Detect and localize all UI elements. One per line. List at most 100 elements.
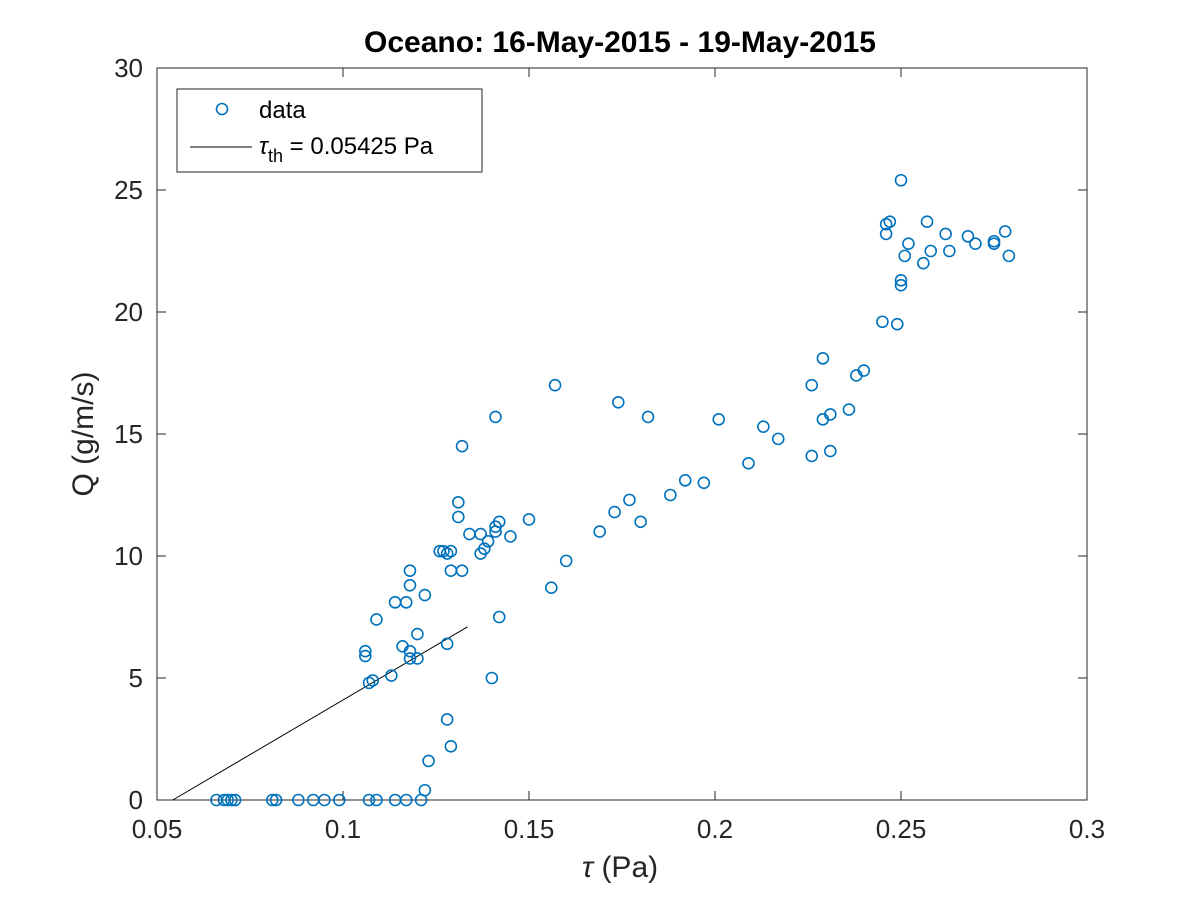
y-axis: 0 5 10 15 20 25 30 bbox=[114, 53, 1087, 815]
y-tick-label: 10 bbox=[114, 541, 143, 571]
data-point bbox=[359, 644, 372, 658]
x-tick-label: 0.15 bbox=[504, 814, 555, 844]
data-point bbox=[359, 649, 372, 663]
y-tick-label: 20 bbox=[114, 297, 143, 327]
data-point bbox=[489, 410, 502, 424]
data-point bbox=[444, 544, 458, 558]
data-point bbox=[422, 754, 435, 768]
data-point bbox=[403, 652, 417, 665]
data-point bbox=[366, 674, 380, 687]
data-point bbox=[924, 244, 938, 258]
data-point bbox=[411, 652, 424, 665]
threshold-line-series bbox=[172, 626, 468, 801]
data-point bbox=[857, 364, 871, 377]
data-point bbox=[805, 449, 819, 463]
data-point bbox=[634, 515, 647, 529]
data-point bbox=[522, 513, 536, 526]
data-point bbox=[399, 793, 413, 807]
data-point bbox=[890, 317, 904, 331]
legend-box bbox=[176, 88, 483, 173]
data-point bbox=[742, 456, 755, 470]
data-point bbox=[917, 256, 930, 270]
data-point bbox=[362, 793, 376, 807]
data-point bbox=[593, 525, 606, 538]
data-point bbox=[455, 439, 469, 453]
data-point bbox=[894, 273, 908, 287]
data-point bbox=[478, 542, 491, 555]
data-point bbox=[824, 444, 837, 458]
data-point bbox=[385, 669, 398, 682]
data-point bbox=[898, 249, 912, 263]
data-point bbox=[444, 740, 458, 753]
data-point bbox=[805, 378, 819, 392]
data-point bbox=[452, 510, 465, 524]
data-point bbox=[876, 315, 889, 329]
data-point bbox=[440, 637, 454, 651]
data-point bbox=[221, 793, 234, 807]
legend-label-data: data bbox=[259, 97, 306, 124]
data-point bbox=[418, 588, 432, 602]
legend-label-threshold-value: = 0.05425 Pa bbox=[283, 133, 434, 160]
data-point bbox=[370, 613, 383, 626]
data-point bbox=[712, 413, 726, 426]
data-point bbox=[623, 493, 636, 507]
data-point bbox=[902, 237, 915, 250]
data-point bbox=[939, 227, 952, 241]
x-axis-label: τ (Pa) bbox=[582, 851, 658, 884]
data-point bbox=[611, 395, 625, 409]
data-point bbox=[969, 237, 982, 250]
data-point bbox=[452, 496, 465, 509]
data-point bbox=[492, 610, 506, 624]
data-points bbox=[210, 173, 1016, 807]
legend: data τth = 0.05425 Pa bbox=[176, 88, 483, 173]
data-point bbox=[403, 644, 417, 658]
data-point bbox=[943, 244, 956, 258]
data-point bbox=[228, 793, 242, 807]
data-point bbox=[641, 410, 655, 424]
data-point bbox=[403, 578, 417, 592]
data-point bbox=[403, 564, 417, 577]
y-tick-label: 5 bbox=[129, 663, 143, 693]
data-point bbox=[894, 278, 908, 292]
data-point bbox=[548, 378, 562, 392]
data-point bbox=[824, 408, 837, 421]
data-point bbox=[894, 173, 908, 187]
data-point bbox=[332, 793, 346, 807]
data-point bbox=[842, 403, 856, 416]
data-point bbox=[664, 488, 677, 502]
data-point bbox=[1002, 249, 1016, 263]
data-point bbox=[883, 215, 897, 229]
data-point bbox=[697, 476, 711, 490]
data-point bbox=[474, 527, 487, 541]
data-point bbox=[771, 432, 785, 446]
legend-label-threshold-subscript: th bbox=[268, 146, 283, 166]
legend-marker-data bbox=[215, 102, 229, 116]
chart-title: Oceano: 16-May-2015 - 19-May-2015 bbox=[364, 26, 876, 59]
x-tick-label: 0.1 bbox=[325, 814, 361, 844]
data-point bbox=[440, 713, 454, 726]
legend-label-threshold-symbol: τ bbox=[259, 133, 270, 160]
data-point bbox=[545, 581, 558, 595]
y-tick-label: 0 bbox=[129, 785, 143, 815]
x-tick-label: 0.25 bbox=[876, 814, 927, 844]
data-point bbox=[492, 515, 506, 529]
data-point bbox=[225, 793, 238, 807]
data-point bbox=[418, 783, 432, 797]
data-point bbox=[961, 230, 975, 243]
data-point bbox=[608, 505, 621, 519]
y-tick-label: 25 bbox=[114, 175, 143, 205]
data-point bbox=[987, 234, 1001, 248]
data-point bbox=[266, 793, 279, 807]
data-point bbox=[399, 596, 413, 609]
y-axis-label: Q (g/m/s) bbox=[67, 372, 100, 497]
x-tick-label: 0.2 bbox=[697, 814, 733, 844]
data-point bbox=[559, 554, 573, 568]
data-point bbox=[411, 627, 424, 641]
data-point bbox=[485, 671, 499, 685]
data-point bbox=[269, 793, 283, 807]
data-point bbox=[920, 215, 934, 229]
threshold-line bbox=[172, 626, 468, 801]
x-tick-label: 0.05 bbox=[132, 814, 183, 844]
data-point bbox=[455, 564, 469, 577]
